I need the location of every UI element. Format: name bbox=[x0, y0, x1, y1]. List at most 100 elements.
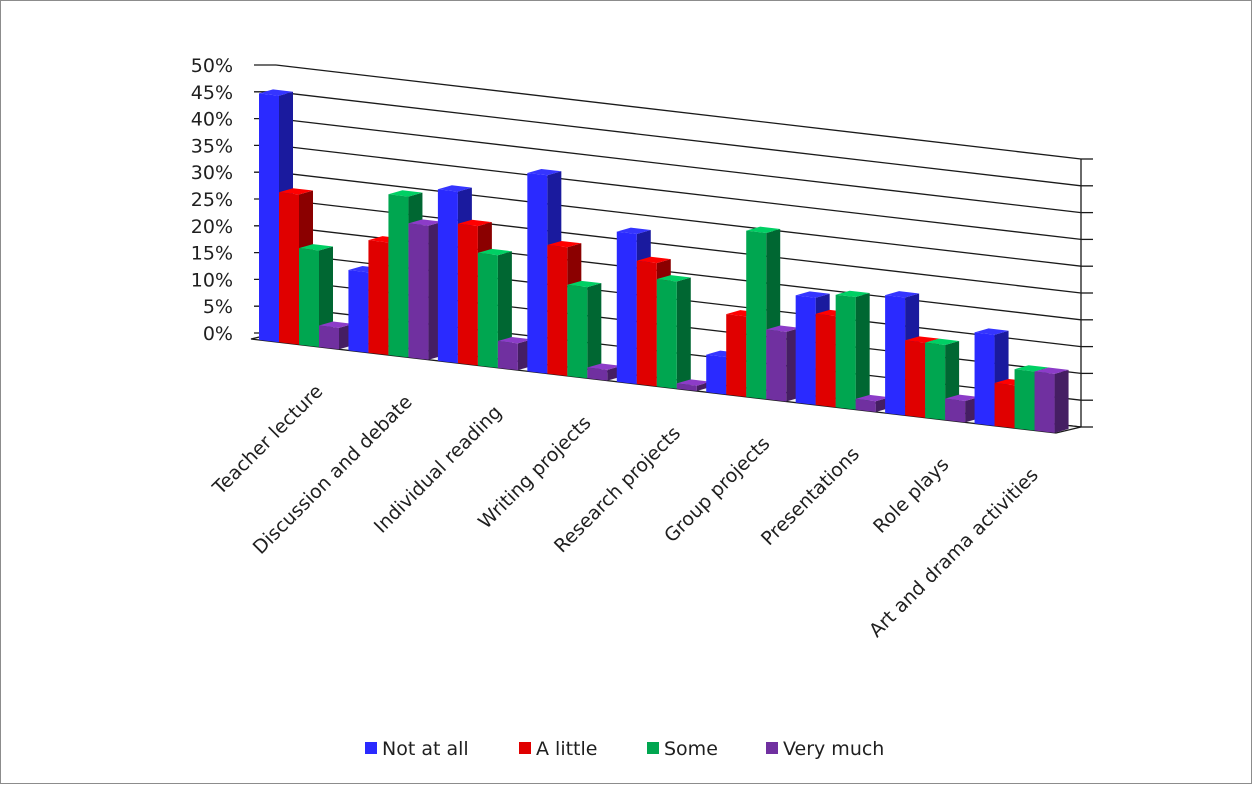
bar-front bbox=[1014, 369, 1035, 431]
y-tick-label: 5% bbox=[203, 296, 233, 318]
bar-some bbox=[835, 290, 870, 410]
bar-front bbox=[656, 279, 677, 389]
bar-top bbox=[945, 394, 980, 401]
gridline bbox=[275, 91, 1082, 187]
bar-some bbox=[656, 275, 691, 389]
bar-top bbox=[388, 190, 423, 197]
bar-front bbox=[587, 367, 608, 381]
bar-front bbox=[945, 398, 966, 423]
bar-front bbox=[567, 284, 588, 379]
legend-label: Some bbox=[664, 738, 718, 760]
bar-top bbox=[795, 291, 830, 298]
bar-front bbox=[547, 244, 568, 376]
bar-front bbox=[835, 294, 856, 410]
bar-top bbox=[1014, 365, 1049, 372]
bar-front bbox=[477, 252, 498, 368]
bar-front bbox=[319, 325, 339, 350]
bar-front bbox=[348, 269, 369, 353]
y-tick-label: 45% bbox=[191, 82, 233, 104]
legend-item: Very much bbox=[766, 738, 884, 760]
bar-top bbox=[547, 240, 582, 248]
bar-front bbox=[706, 354, 727, 395]
bar-front bbox=[259, 93, 279, 343]
bar-top bbox=[567, 280, 602, 288]
bar-front bbox=[299, 248, 319, 347]
bar-front bbox=[279, 192, 299, 345]
legend-swatch bbox=[519, 742, 531, 754]
y-tick-label: 40% bbox=[191, 109, 233, 131]
bar-front bbox=[766, 329, 787, 402]
bar-top bbox=[855, 394, 890, 402]
gridline bbox=[275, 171, 1082, 267]
legend-label: Not at all bbox=[382, 738, 469, 760]
bar-top bbox=[299, 244, 333, 251]
bar-very-much bbox=[945, 394, 980, 423]
bar-top bbox=[437, 185, 472, 192]
category-label: Role plays bbox=[869, 454, 953, 538]
y-tick-label: 50% bbox=[191, 55, 233, 77]
legend-item: A little bbox=[519, 738, 597, 760]
bar-top bbox=[905, 336, 940, 343]
bar-very-much bbox=[408, 219, 443, 360]
bar-front bbox=[388, 194, 409, 358]
bar-front bbox=[885, 295, 906, 416]
bar-very-much bbox=[855, 394, 890, 412]
category-label: Discussion and debate bbox=[249, 391, 417, 559]
bar-side bbox=[855, 293, 870, 410]
bar-top bbox=[527, 168, 562, 176]
bar-top bbox=[497, 337, 532, 344]
bar-top bbox=[676, 379, 711, 386]
bar-front bbox=[726, 314, 747, 397]
bar-top bbox=[408, 219, 443, 226]
bar-very-much bbox=[497, 337, 532, 371]
bar-top bbox=[974, 328, 1009, 335]
y-tick-label: 20% bbox=[191, 216, 233, 238]
legend: Not at all A little Some Very much bbox=[365, 738, 884, 760]
y-tick-label: 0% bbox=[203, 323, 233, 345]
legend-item: Some bbox=[647, 738, 718, 760]
bar-some bbox=[299, 244, 333, 347]
bar-front bbox=[368, 240, 389, 356]
bar-top bbox=[587, 363, 622, 370]
bar-front bbox=[994, 382, 1015, 429]
bar-front bbox=[527, 172, 548, 374]
bar-front bbox=[925, 342, 946, 421]
bar-side bbox=[319, 246, 333, 347]
y-axis-ticks: 0% 5% 10% 15% 20% 25% 30% 35% 40% 45% 50% bbox=[191, 55, 233, 345]
y-tick-label: 25% bbox=[191, 189, 233, 211]
bar-side bbox=[1054, 369, 1069, 433]
bar-front bbox=[616, 231, 637, 385]
category-label: Art and drama activities bbox=[865, 464, 1043, 642]
y-tick-label: 35% bbox=[191, 135, 233, 157]
bar-top bbox=[746, 226, 781, 234]
bar-very-much bbox=[587, 363, 622, 381]
y-tick-label: 30% bbox=[191, 162, 233, 184]
bar-top bbox=[319, 321, 353, 328]
bar-very-much bbox=[766, 325, 801, 402]
bar-some bbox=[567, 280, 602, 379]
bar-top bbox=[279, 188, 313, 195]
bar-front bbox=[974, 332, 995, 426]
bar-top bbox=[835, 290, 870, 298]
bar-front bbox=[746, 230, 767, 400]
bar-top bbox=[636, 256, 671, 264]
category-label: Group projects bbox=[660, 433, 774, 547]
legend-item: Not at all bbox=[365, 738, 469, 760]
gridline bbox=[275, 144, 1082, 241]
bar-top bbox=[1034, 367, 1069, 374]
bar-top bbox=[457, 219, 492, 227]
bar-top bbox=[259, 89, 293, 96]
bar-top bbox=[925, 338, 960, 346]
bar-top bbox=[885, 291, 920, 298]
bar-front bbox=[497, 341, 518, 371]
bar-front bbox=[815, 313, 836, 408]
legend-label: Very much bbox=[783, 738, 884, 760]
bar-top bbox=[766, 325, 801, 332]
bar-front bbox=[1034, 371, 1055, 433]
bar-side bbox=[676, 277, 691, 389]
bar-front bbox=[795, 295, 816, 405]
gridline bbox=[275, 64, 1082, 160]
